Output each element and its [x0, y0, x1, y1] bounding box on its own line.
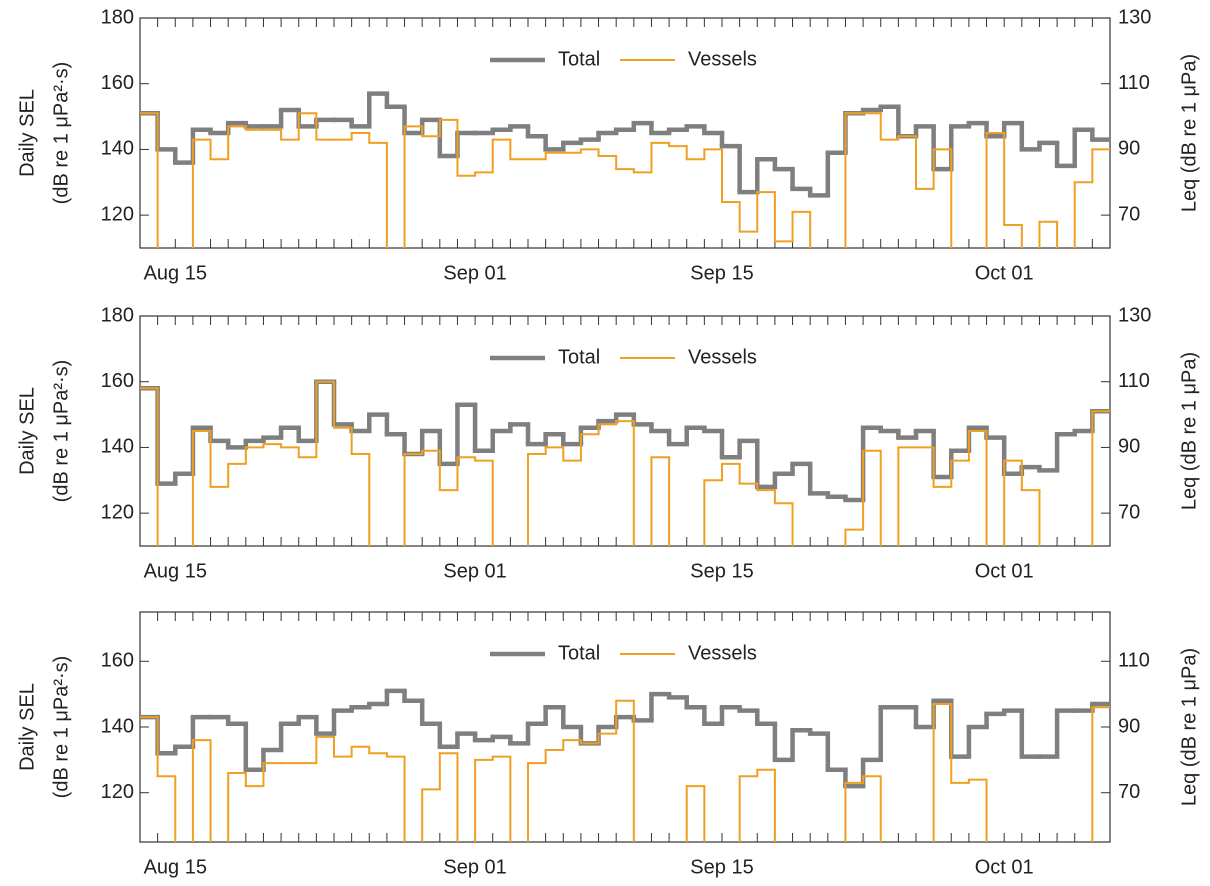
y2-axis-label: Leq (dB re 1 μPa) [1178, 648, 1200, 806]
y-tick-label: 140 [101, 715, 134, 737]
x-tick-label: Sep 01 [443, 262, 506, 284]
y2-tick-label: 70 [1118, 501, 1140, 523]
series [140, 91, 1110, 198]
x-tick-label: Aug 15 [144, 262, 207, 284]
y-axis-label: (dB re 1 μPa²·s) [50, 62, 72, 205]
x-tick-label: Oct 01 [975, 560, 1034, 582]
y-axis-label: Daily SEL [16, 387, 38, 475]
legend-label: Vessels [688, 642, 757, 664]
x-tick-label: Sep 15 [690, 856, 753, 878]
x-tick-label: Aug 15 [144, 560, 207, 582]
y2-tick-label: 90 [1118, 138, 1140, 160]
x-tick-label: Sep 01 [443, 856, 506, 878]
plot-frame [139, 315, 1111, 547]
y-tick-label: 120 [101, 203, 134, 225]
y-tick-label: 160 [101, 370, 134, 392]
y2-tick-label: 110 [1118, 650, 1150, 672]
series [140, 379, 1110, 503]
y-axis-label: Daily SEL [16, 89, 38, 177]
x-tick-label: Sep 15 [690, 262, 753, 284]
y2-tick-label: 70 [1118, 781, 1140, 803]
y-tick-label: 120 [101, 781, 134, 803]
y2-axis-label: Leq (dB re 1 μPa) [1178, 54, 1200, 212]
x-tick-label: Sep 01 [443, 560, 506, 582]
legend-label: Total [558, 346, 600, 368]
panel: Aug 15 Sep 01 Sep 15 Oct 01 120 140 160 180 70 90… [16, 304, 1200, 582]
y2-tick-label: 90 [1118, 715, 1140, 737]
y2-tick-label: 130 [1118, 6, 1151, 28]
y2-tick-label: 70 [1118, 203, 1140, 225]
y-tick-label: 140 [101, 138, 134, 160]
x-tick-label: Oct 01 [975, 262, 1034, 284]
x-tick-label: Aug 15 [144, 856, 207, 878]
y-tick-label: 160 [101, 72, 134, 94]
y-tick-label: 180 [101, 6, 134, 28]
series [140, 112, 1110, 248]
legend-label: Total [558, 48, 600, 70]
y2-tick-label: 90 [1118, 436, 1140, 458]
panel: Aug 15 Sep 01 Sep 15 Oct 01 120 140 160 70 90 110… [16, 611, 1200, 878]
y-tick-label: 180 [101, 304, 134, 326]
series [140, 688, 1110, 789]
y-tick-label: 160 [101, 650, 134, 672]
y2-tick-label: 110 [1118, 72, 1150, 94]
plot-frame [139, 611, 1111, 843]
legend-label: Total [558, 642, 600, 664]
series [140, 380, 1110, 546]
y-tick-label: 140 [101, 436, 134, 458]
y-tick-label: 120 [101, 501, 134, 523]
legend-label: Vessels [688, 346, 757, 368]
x-tick-label: Oct 01 [975, 856, 1034, 878]
y-axis-label: Daily SEL [16, 683, 38, 771]
y2-tick-label: 130 [1118, 304, 1151, 326]
panel: Aug 15 Sep 01 Sep 15 Oct 01 120 140 160 180 70 90… [16, 6, 1200, 284]
x-tick-label: Sep 15 [690, 560, 753, 582]
y2-axis-label: Leq (dB re 1 μPa) [1178, 352, 1200, 510]
y-axis-label: (dB re 1 μPa²·s) [50, 360, 72, 503]
plot-frame [139, 17, 1111, 249]
legend-label: Vessels [688, 48, 757, 70]
y2-tick-label: 110 [1118, 370, 1150, 392]
series [140, 699, 1110, 842]
y-axis-label: (dB re 1 μPa²·s) [50, 656, 72, 799]
